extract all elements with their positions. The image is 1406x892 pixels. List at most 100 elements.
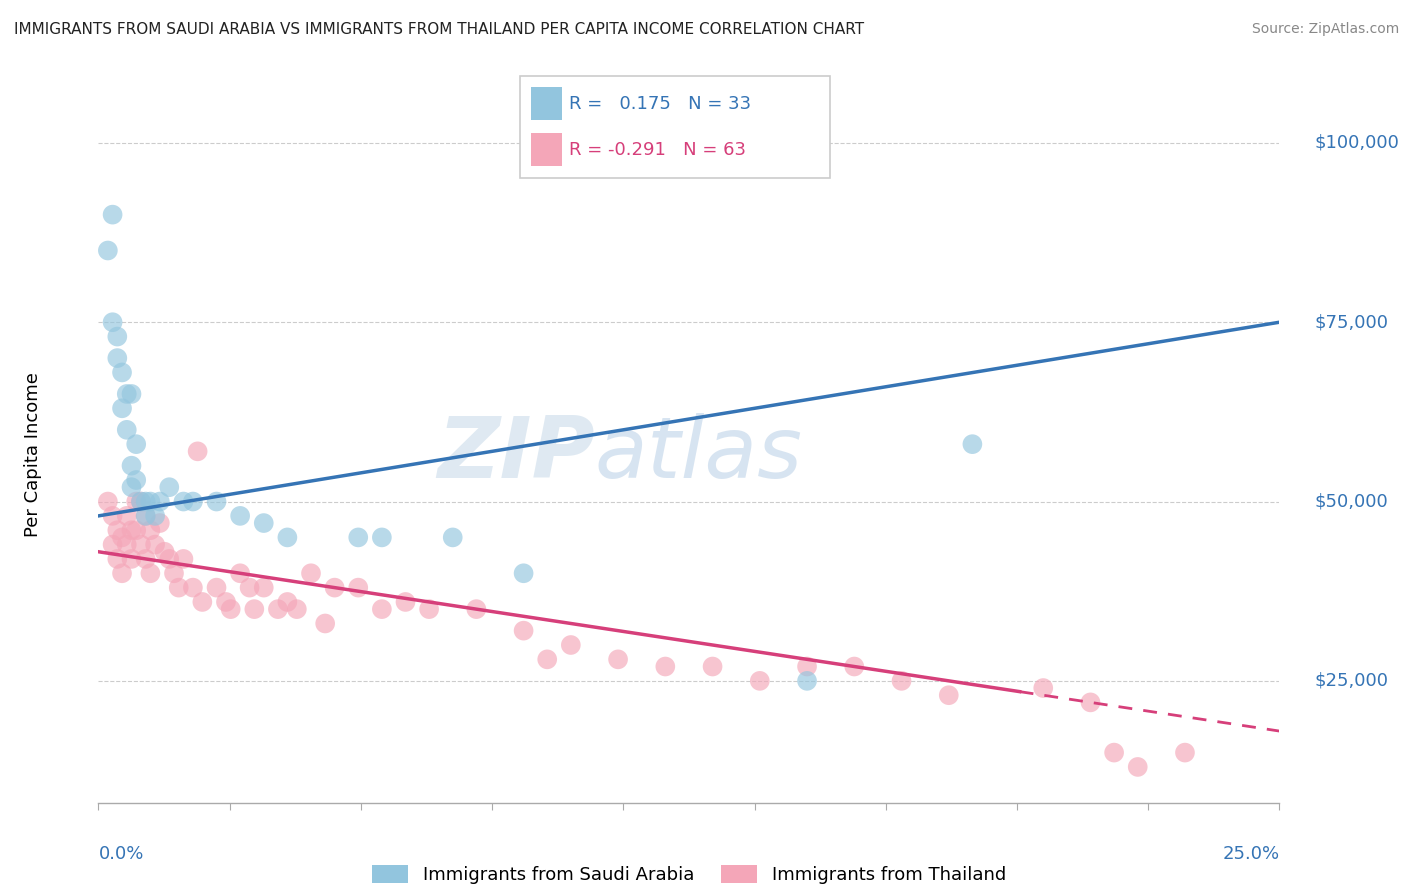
- Point: [181, 581, 204, 595]
- Text: atlas: atlas: [595, 413, 803, 497]
- Point: [111, 530, 134, 544]
- Point: [105, 552, 128, 566]
- Point: [181, 494, 204, 508]
- Point: [149, 516, 172, 530]
- Point: [219, 602, 242, 616]
- Point: [129, 538, 152, 552]
- Point: [111, 566, 134, 581]
- Text: $25,000: $25,000: [1315, 672, 1389, 690]
- Text: R = -0.291   N = 63: R = -0.291 N = 63: [569, 141, 747, 159]
- Point: [215, 595, 238, 609]
- Text: R =   0.175   N = 33: R = 0.175 N = 33: [569, 95, 752, 112]
- Point: [1126, 760, 1149, 774]
- Text: $50,000: $50,000: [1315, 492, 1389, 510]
- Point: [748, 673, 770, 688]
- Point: [418, 602, 440, 616]
- Point: [121, 480, 143, 494]
- Point: [139, 566, 162, 581]
- Point: [229, 508, 252, 523]
- Point: [654, 659, 676, 673]
- Point: [153, 545, 176, 559]
- Point: [105, 523, 128, 537]
- Text: $100,000: $100,000: [1315, 134, 1400, 152]
- Point: [243, 602, 266, 616]
- Point: [962, 437, 984, 451]
- Point: [890, 673, 912, 688]
- Point: [239, 581, 262, 595]
- Point: [253, 516, 276, 530]
- Point: [187, 444, 209, 458]
- Text: Source: ZipAtlas.com: Source: ZipAtlas.com: [1251, 22, 1399, 37]
- Point: [205, 494, 228, 508]
- Point: [253, 581, 276, 595]
- Point: [441, 530, 464, 544]
- Point: [129, 494, 152, 508]
- Point: [111, 401, 134, 416]
- Point: [172, 494, 194, 508]
- Point: [157, 480, 180, 494]
- Point: [167, 581, 190, 595]
- Point: [111, 366, 134, 380]
- Point: [796, 673, 818, 688]
- Point: [844, 659, 866, 673]
- Point: [285, 602, 308, 616]
- Point: [157, 552, 180, 566]
- Point: [796, 659, 818, 673]
- Point: [139, 523, 162, 537]
- Point: [512, 624, 534, 638]
- Point: [115, 387, 138, 401]
- Text: Per Capita Income: Per Capita Income: [24, 373, 42, 537]
- Point: [276, 595, 298, 609]
- Point: [276, 530, 298, 544]
- Point: [371, 530, 394, 544]
- Text: 25.0%: 25.0%: [1222, 845, 1279, 863]
- Point: [267, 602, 290, 616]
- Point: [101, 208, 124, 222]
- Point: [135, 508, 157, 523]
- Point: [465, 602, 488, 616]
- Point: [149, 494, 172, 508]
- Point: [129, 494, 152, 508]
- Point: [299, 566, 322, 581]
- Point: [115, 538, 138, 552]
- Point: [125, 494, 148, 508]
- Point: [172, 552, 194, 566]
- Point: [938, 688, 960, 702]
- Point: [191, 595, 214, 609]
- Text: IMMIGRANTS FROM SAUDI ARABIA VS IMMIGRANTS FROM THAILAND PER CAPITA INCOME CORRE: IMMIGRANTS FROM SAUDI ARABIA VS IMMIGRAN…: [14, 22, 865, 37]
- Point: [135, 508, 157, 523]
- Point: [702, 659, 724, 673]
- Point: [125, 523, 148, 537]
- Text: 0.0%: 0.0%: [98, 845, 143, 863]
- Point: [1080, 695, 1102, 709]
- Point: [371, 602, 394, 616]
- Point: [125, 473, 148, 487]
- Point: [607, 652, 630, 666]
- Point: [394, 595, 416, 609]
- Point: [536, 652, 558, 666]
- Point: [101, 315, 124, 329]
- Point: [101, 508, 124, 523]
- Point: [347, 530, 370, 544]
- Point: [121, 387, 143, 401]
- Point: [1174, 746, 1197, 760]
- Point: [121, 523, 143, 537]
- Point: [323, 581, 346, 595]
- Point: [229, 566, 252, 581]
- Point: [205, 581, 228, 595]
- Point: [1102, 746, 1125, 760]
- Point: [97, 494, 120, 508]
- Point: [560, 638, 582, 652]
- Text: ZIP: ZIP: [437, 413, 595, 497]
- Point: [143, 538, 166, 552]
- Point: [135, 552, 157, 566]
- Point: [163, 566, 186, 581]
- Point: [101, 538, 124, 552]
- Point: [347, 581, 370, 595]
- Legend: Immigrants from Saudi Arabia, Immigrants from Thailand: Immigrants from Saudi Arabia, Immigrants…: [364, 857, 1014, 891]
- Point: [143, 508, 166, 523]
- Point: [121, 458, 143, 473]
- Point: [1032, 681, 1054, 695]
- Point: [121, 552, 143, 566]
- Point: [314, 616, 336, 631]
